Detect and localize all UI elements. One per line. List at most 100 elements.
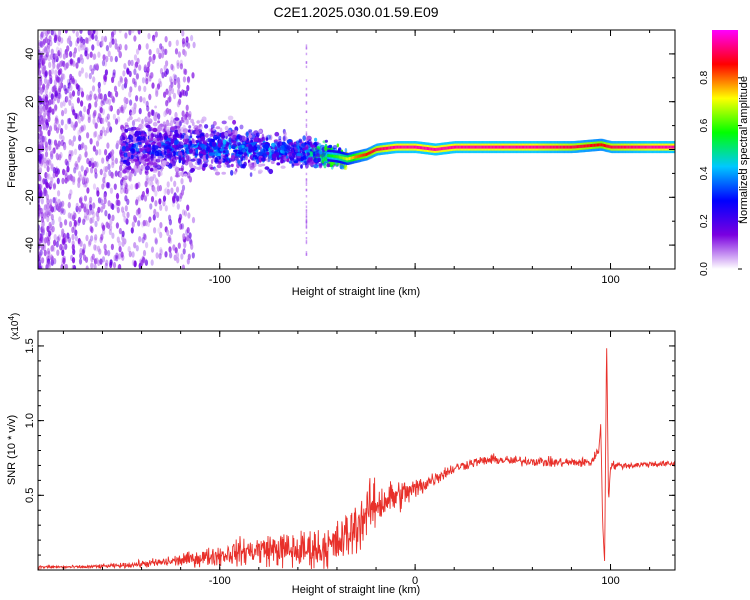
spectrogram-cell	[305, 240, 308, 243]
spectrogram-cell	[52, 62, 56, 69]
spectrogram-cell	[628, 145, 631, 149]
spectrogram-cell	[53, 239, 57, 246]
spectrogram-cell	[91, 68, 95, 75]
spectrogram-cell	[118, 227, 122, 235]
spectrogram-cell	[117, 264, 121, 269]
spectrogram-cell	[305, 140, 308, 144]
spectrogram-cell	[154, 237, 158, 244]
spectrogram-cell	[114, 55, 118, 63]
spectrogram-cell	[405, 145, 408, 149]
spectrogram-cell	[316, 141, 320, 145]
spectrogram-cell	[40, 216, 45, 223]
spectrogram-cell	[105, 55, 109, 63]
spectrogram-cell	[69, 84, 73, 92]
spectrogram-cell	[121, 145, 126, 152]
spectrogram-cell	[305, 110, 308, 114]
spectrogram-cell	[76, 37, 80, 44]
spectrogram-cell	[40, 31, 44, 38]
spectrogram-cell	[348, 157, 351, 161]
spectrogram-cell	[38, 83, 41, 91]
spectrogram-cell	[73, 167, 77, 174]
spectrogram-cell	[343, 156, 346, 160]
spectrogram-cell	[552, 145, 555, 149]
spectrogram-cell	[617, 145, 621, 149]
spectrogram-cell	[305, 79, 308, 82]
spectrogram-cell	[128, 250, 132, 258]
spectrogram-cell	[484, 145, 487, 149]
spectrogram-cell	[226, 164, 231, 168]
spectrogram-cell	[103, 243, 107, 251]
spectrogram-cell	[127, 59, 131, 67]
spectrogram-cell	[571, 145, 574, 149]
spectrogram-cell	[305, 165, 308, 169]
spectrogram-cell	[68, 99, 72, 106]
spectrogram-cell	[103, 35, 108, 43]
spectrogram-cell	[379, 147, 383, 151]
spectrogram-cell	[295, 149, 299, 153]
spectrogram-cell	[94, 245, 98, 252]
spectrogram-cell	[124, 195, 128, 202]
spectrogram-cell	[147, 61, 151, 68]
spectrogram-cell	[52, 85, 57, 92]
spectrogram-cell	[45, 264, 49, 269]
spectrogram-cell	[169, 228, 174, 235]
spectrogram-cell	[80, 44, 84, 51]
spectrogram-cell	[602, 143, 605, 147]
spectrogram-cell	[63, 263, 67, 269]
spectrogram-cell	[605, 144, 608, 148]
spectrogram-cell	[39, 265, 43, 269]
spectrogram-cell	[135, 147, 140, 152]
spectrogram-cell	[612, 145, 615, 149]
spectrogram-cell	[38, 118, 41, 126]
spectrogram-cell	[183, 241, 187, 249]
spectrogram-cell	[94, 34, 98, 42]
spectrogram-cell	[372, 149, 376, 153]
spectrogram-cell	[581, 144, 584, 148]
spectrogram-cell	[200, 119, 205, 124]
spectrogram-cell	[72, 51, 76, 58]
spectrogram-cell	[562, 145, 565, 149]
spectrogram-cell	[305, 93, 308, 96]
spectrogram-cell	[534, 145, 537, 149]
spectrogram-cell	[478, 145, 481, 149]
spectrogram-cell	[395, 145, 398, 149]
spectrogram-cell	[369, 151, 372, 155]
spectrogram-cell	[40, 233, 44, 241]
spectrogram-cell	[73, 148, 78, 155]
spectrogram-cell	[123, 152, 129, 158]
spectrogram-cell	[174, 74, 178, 81]
spectrogram-cell	[542, 145, 546, 149]
spectrogram-cell	[107, 121, 111, 128]
spectrogram-cell	[59, 60, 63, 68]
spectrogram-cell	[118, 264, 122, 269]
spectrogram-cell	[173, 151, 176, 157]
spectrogram-cell	[103, 75, 108, 83]
spectrogram-cell	[143, 64, 147, 72]
spectrogram-cell	[641, 145, 644, 149]
spectrogram-cell	[489, 145, 492, 149]
spectrogram-cell	[363, 153, 366, 157]
spectrogram-cell	[246, 144, 249, 147]
spectrogram-cell	[171, 144, 176, 149]
spectrogram-cell	[137, 141, 142, 145]
spectrogram-cell	[183, 144, 188, 148]
spectrogram-cell	[75, 163, 79, 170]
spectrogram-cell	[196, 120, 200, 124]
spectrogram-cell	[122, 211, 126, 218]
spectrogram-cell	[258, 157, 262, 163]
spectrogram-cell	[168, 246, 172, 253]
spectrogram-cell	[43, 46, 48, 53]
spectrogram-cell	[46, 198, 50, 205]
spectrogram-cell	[250, 132, 254, 136]
spectrogram-cell	[365, 152, 369, 156]
spectrogram-cell	[222, 139, 227, 145]
spectrogram-cell	[124, 32, 128, 39]
spectrogram-cell	[188, 125, 192, 129]
spectrogram-cell	[142, 154, 148, 159]
spectrogram-cell	[305, 231, 308, 234]
spectrogram-cell	[163, 135, 168, 141]
spectrogram-cell	[232, 145, 236, 150]
spectrogram-cell	[96, 190, 100, 197]
spectrogram-cell	[66, 37, 70, 44]
spectrogram-cell	[305, 178, 308, 182]
